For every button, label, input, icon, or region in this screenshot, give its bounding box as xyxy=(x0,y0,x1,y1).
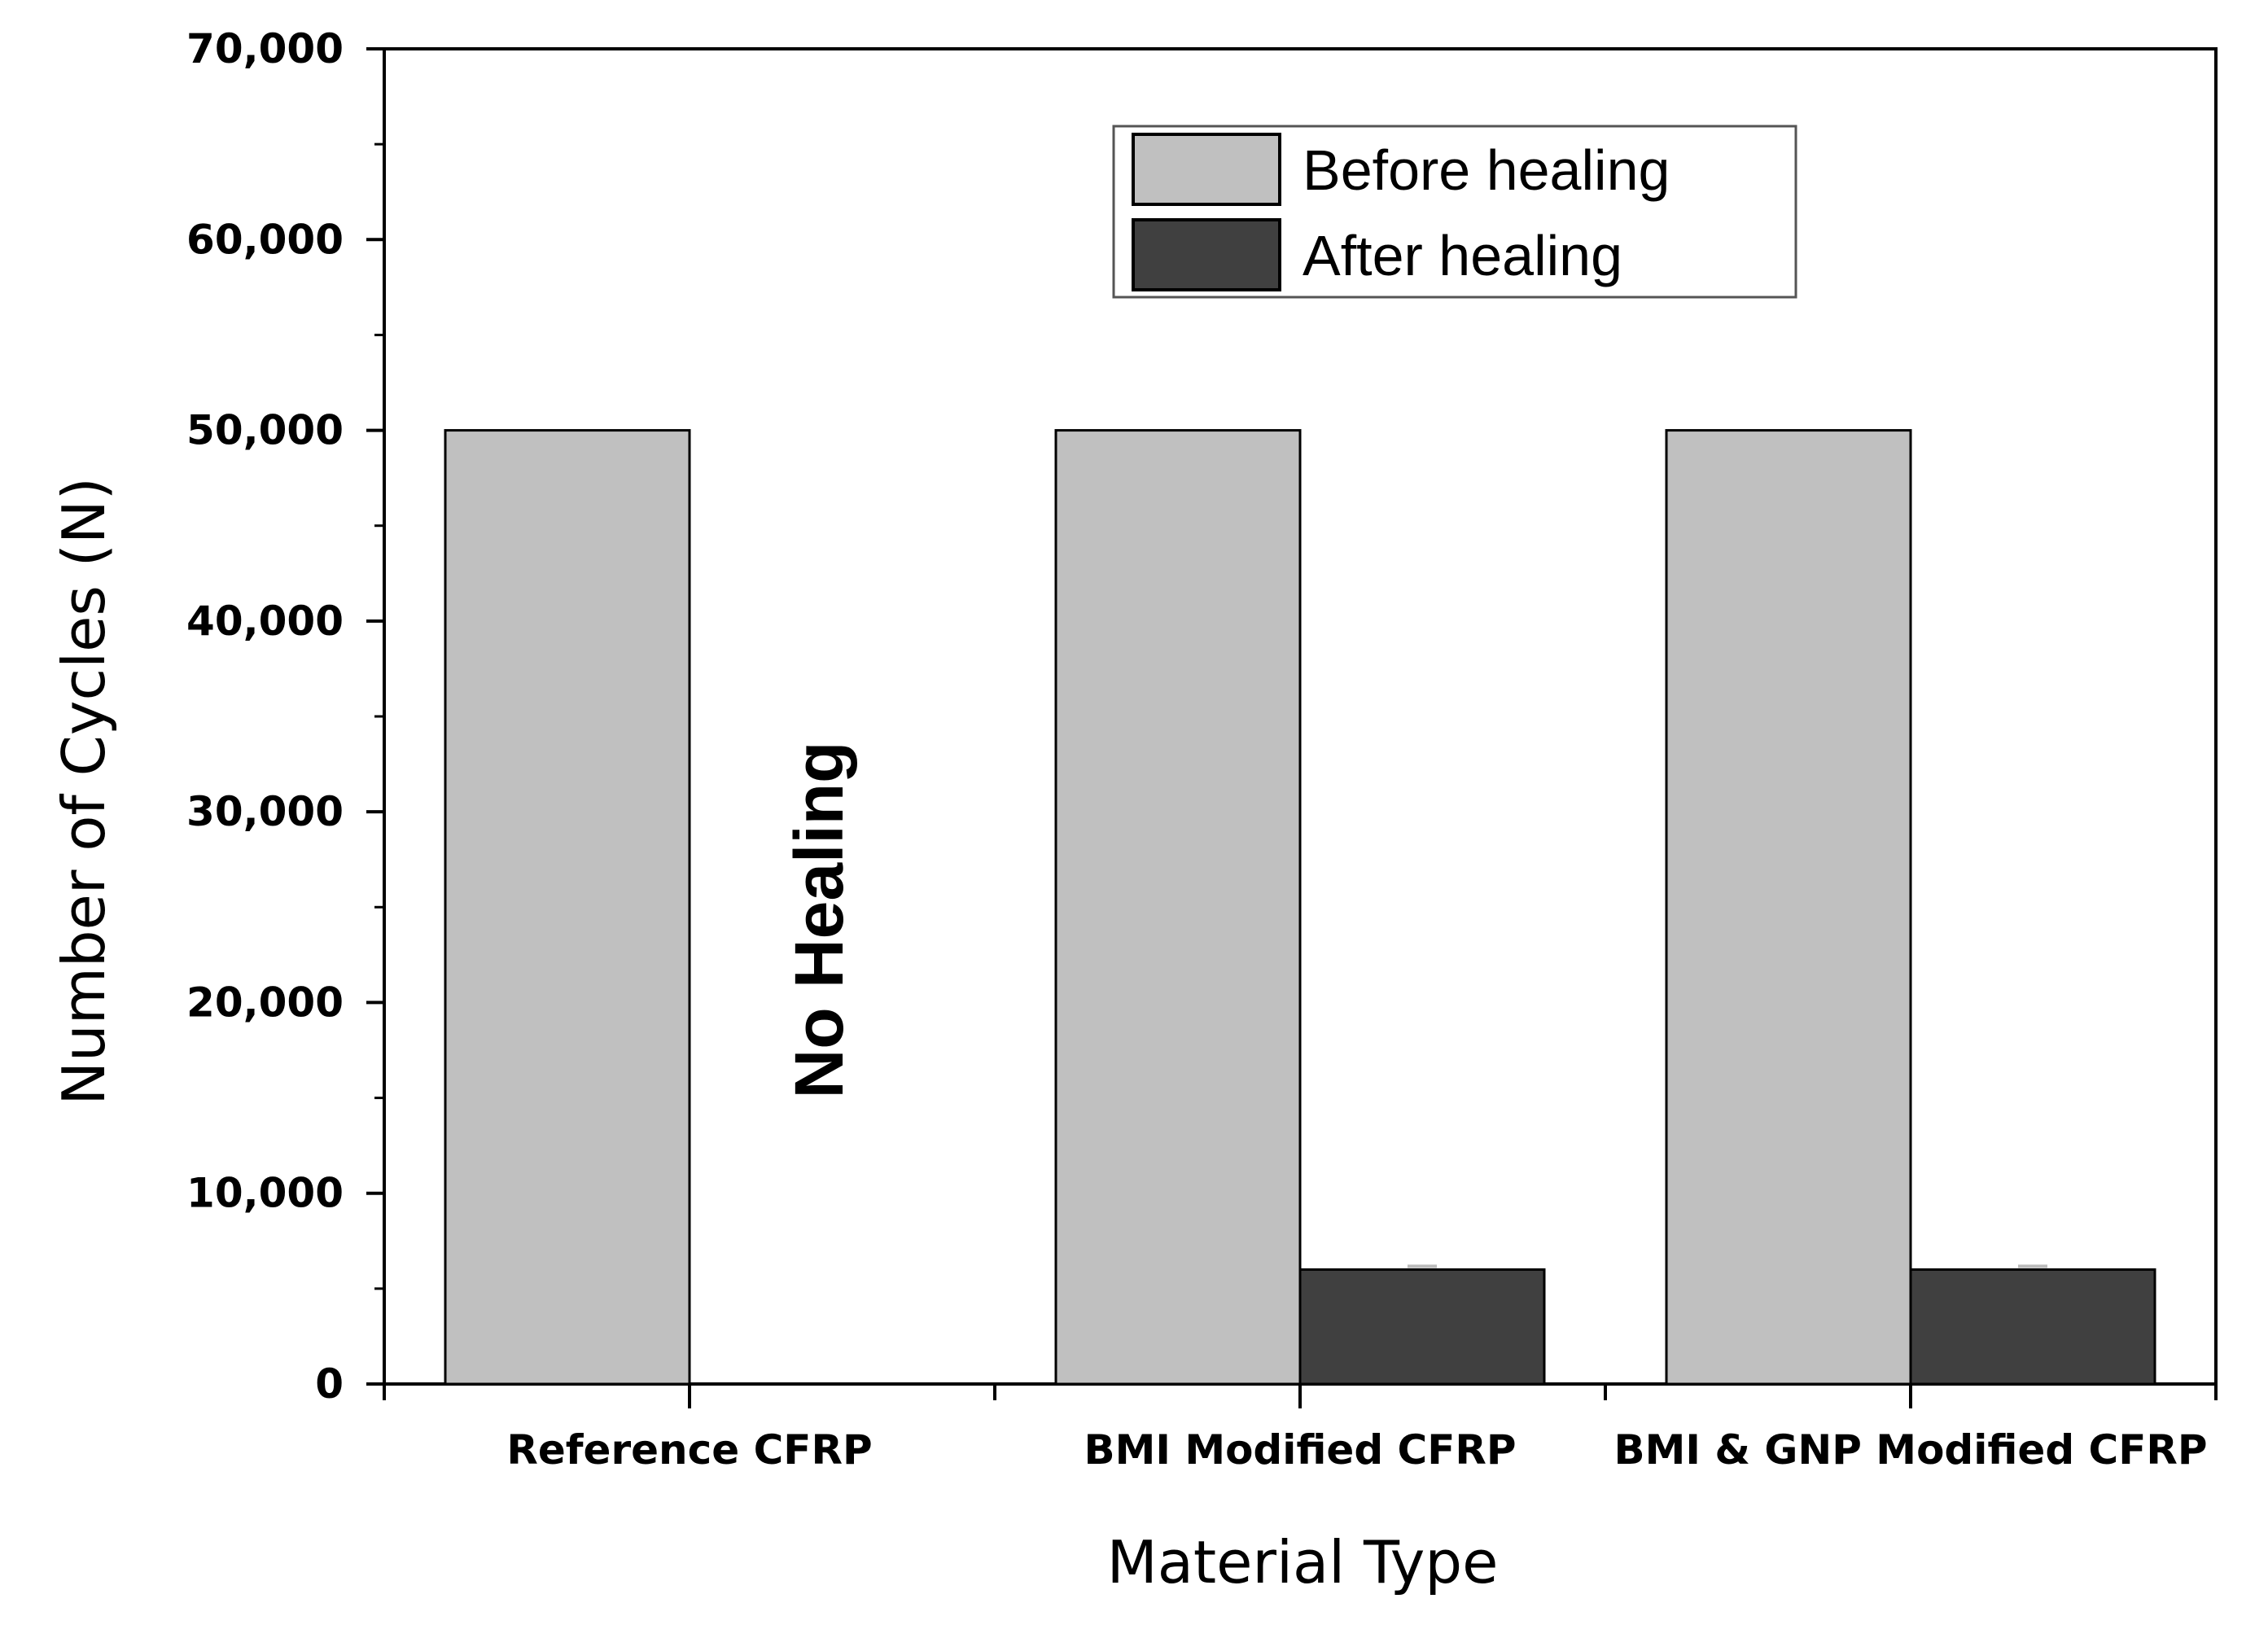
x-category-label: BMI Modified CFRP xyxy=(1084,1426,1516,1474)
y-tick-label: 50,000 xyxy=(186,407,344,454)
bar-before-healing xyxy=(1054,429,1302,1386)
y-tick-label: 70,000 xyxy=(186,25,344,72)
y-tick-label: 40,000 xyxy=(186,598,344,645)
no-healing-annotation: No Healing xyxy=(781,742,857,1099)
bar-before-healing xyxy=(1665,429,1912,1386)
legend: Before healing After healing xyxy=(1112,125,1797,299)
y-tick-label: 20,000 xyxy=(186,979,344,1026)
x-axis-title: Material Type xyxy=(1107,1528,1499,1596)
x-category-label: Reference CFRP xyxy=(506,1426,872,1474)
legend-label-before: Before healing xyxy=(1303,138,1670,202)
legend-swatch-before xyxy=(1132,133,1281,206)
bar-after-healing xyxy=(1298,1268,1546,1386)
y-tick-label: 0 xyxy=(315,1360,344,1408)
legend-label-after: After healing xyxy=(1303,224,1622,287)
labels: 0 10,000 20,000 30,000 40,000 50,000 60,000 70,… xyxy=(186,25,2207,1474)
y-tick-label: 30,000 xyxy=(186,788,344,835)
bar-before-healing xyxy=(444,429,691,1386)
legend-swatch-after xyxy=(1132,218,1281,291)
axes xyxy=(366,47,2218,1408)
y-tick-label: 10,000 xyxy=(186,1170,344,1217)
y-tick-label: 60,000 xyxy=(186,216,344,263)
bar-after-healing xyxy=(1909,1268,2156,1386)
y-axis-title: Number of Cycles (N) xyxy=(50,477,118,1106)
bars xyxy=(444,429,2156,1386)
x-category-label: BMI & GNP Modified CFRP xyxy=(1613,1426,2207,1474)
